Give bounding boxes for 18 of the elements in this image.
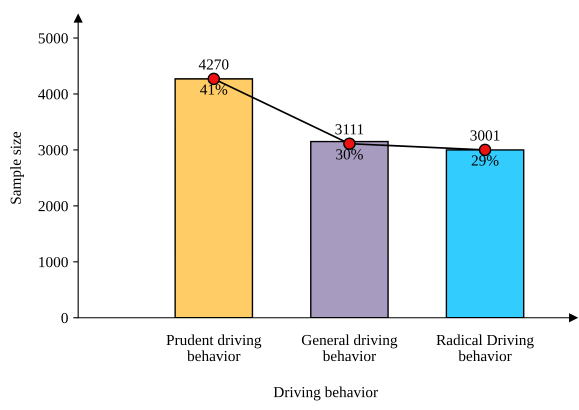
annotation: 30% [336,149,363,160]
point [343,137,356,150]
data-label: 3111 [335,124,364,134]
data-label: 4270 [198,59,228,70]
y-tick-label: 2000 [38,201,68,212]
x-tick-label: Prudent driving behavior [166,334,262,362]
x-axis-title: Driving behavior [274,386,378,400]
x-tick-label: General driving behavior [302,334,398,362]
data-label: 3001 [470,130,500,141]
y-tick-label: 1000 [39,256,68,268]
y-tick-label: 0 [61,312,68,324]
x-tick-label: Radical Driving behavior [436,334,534,362]
y-axis-title: Sample size [10,132,24,204]
y-tick-label: 3000 [38,145,68,156]
y-tick-label: 4000 [38,89,68,100]
annotation: 29% [472,155,499,166]
y-tick-label: 5000 [38,33,68,44]
annotation: 41% [200,84,228,95]
